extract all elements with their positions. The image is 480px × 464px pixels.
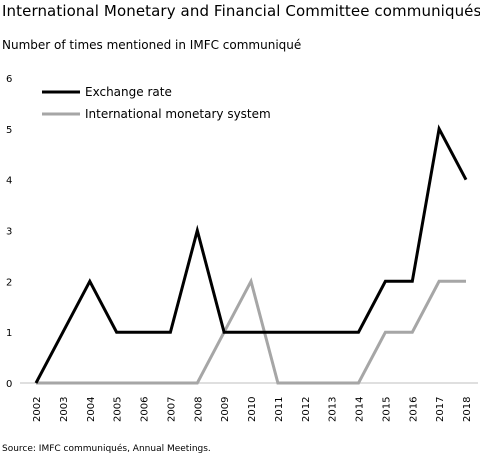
x-tick-label: 2015 <box>381 397 392 422</box>
y-tick-label: 0 <box>6 379 12 390</box>
y-tick-label: 4 <box>6 176 12 187</box>
x-tick-label: 2010 <box>247 397 258 422</box>
x-tick-label: 2013 <box>328 397 339 422</box>
y-axis-ticks: 0 1 2 3 4 5 6 <box>6 74 12 390</box>
chart-subtitle: Number of times mentioned in IMFC commun… <box>2 38 302 52</box>
x-tick-label: 2018 <box>462 397 473 422</box>
x-tick-label: 2016 <box>408 397 419 422</box>
y-tick-label: 2 <box>6 277 12 288</box>
legend-label: Exchange rate <box>85 85 172 99</box>
x-tick-label: 2017 <box>435 397 446 422</box>
series-line-1 <box>34 124 468 384</box>
series-line-2 <box>36 277 466 385</box>
x-tick-label: 2009 <box>220 397 231 422</box>
x-tick-label: 2002 <box>32 397 43 422</box>
y-tick-label: 5 <box>6 125 12 136</box>
series-lines <box>34 124 468 385</box>
x-tick-label: 2003 <box>59 397 70 422</box>
chart-title: International Monetary and Financial Com… <box>2 2 480 20</box>
x-tick-label: 2008 <box>193 397 204 422</box>
legend-label: International monetary system <box>85 107 271 121</box>
x-tick-label: 2014 <box>355 397 366 422</box>
source-note: Source: IMFC communiqués, Annual Meeting… <box>2 444 211 454</box>
y-tick-label: 1 <box>6 328 12 339</box>
x-tick-label: 2011 <box>274 397 285 422</box>
x-tick-label: 2006 <box>140 397 151 422</box>
y-tick-label: 6 <box>6 74 12 85</box>
x-tick-label: 2005 <box>113 397 124 422</box>
x-axis-ticks: 2002 2003 2004 2005 2006 2007 2008 2009 2010 2011… <box>32 397 473 422</box>
y-tick-label: 3 <box>6 227 12 238</box>
x-tick-label: 2007 <box>166 397 177 422</box>
x-tick-label: 2012 <box>301 397 312 422</box>
legend: Exchange rate International monetary syst… <box>42 85 271 121</box>
x-tick-label: 2004 <box>86 397 97 422</box>
